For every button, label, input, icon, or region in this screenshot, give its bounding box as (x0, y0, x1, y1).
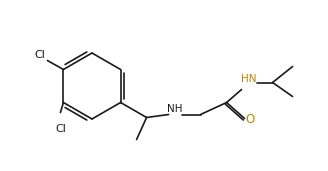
Text: HN: HN (241, 75, 256, 84)
Text: Cl: Cl (34, 49, 45, 60)
Text: Cl: Cl (55, 123, 66, 134)
Text: O: O (245, 113, 254, 126)
Text: NH: NH (167, 104, 182, 115)
